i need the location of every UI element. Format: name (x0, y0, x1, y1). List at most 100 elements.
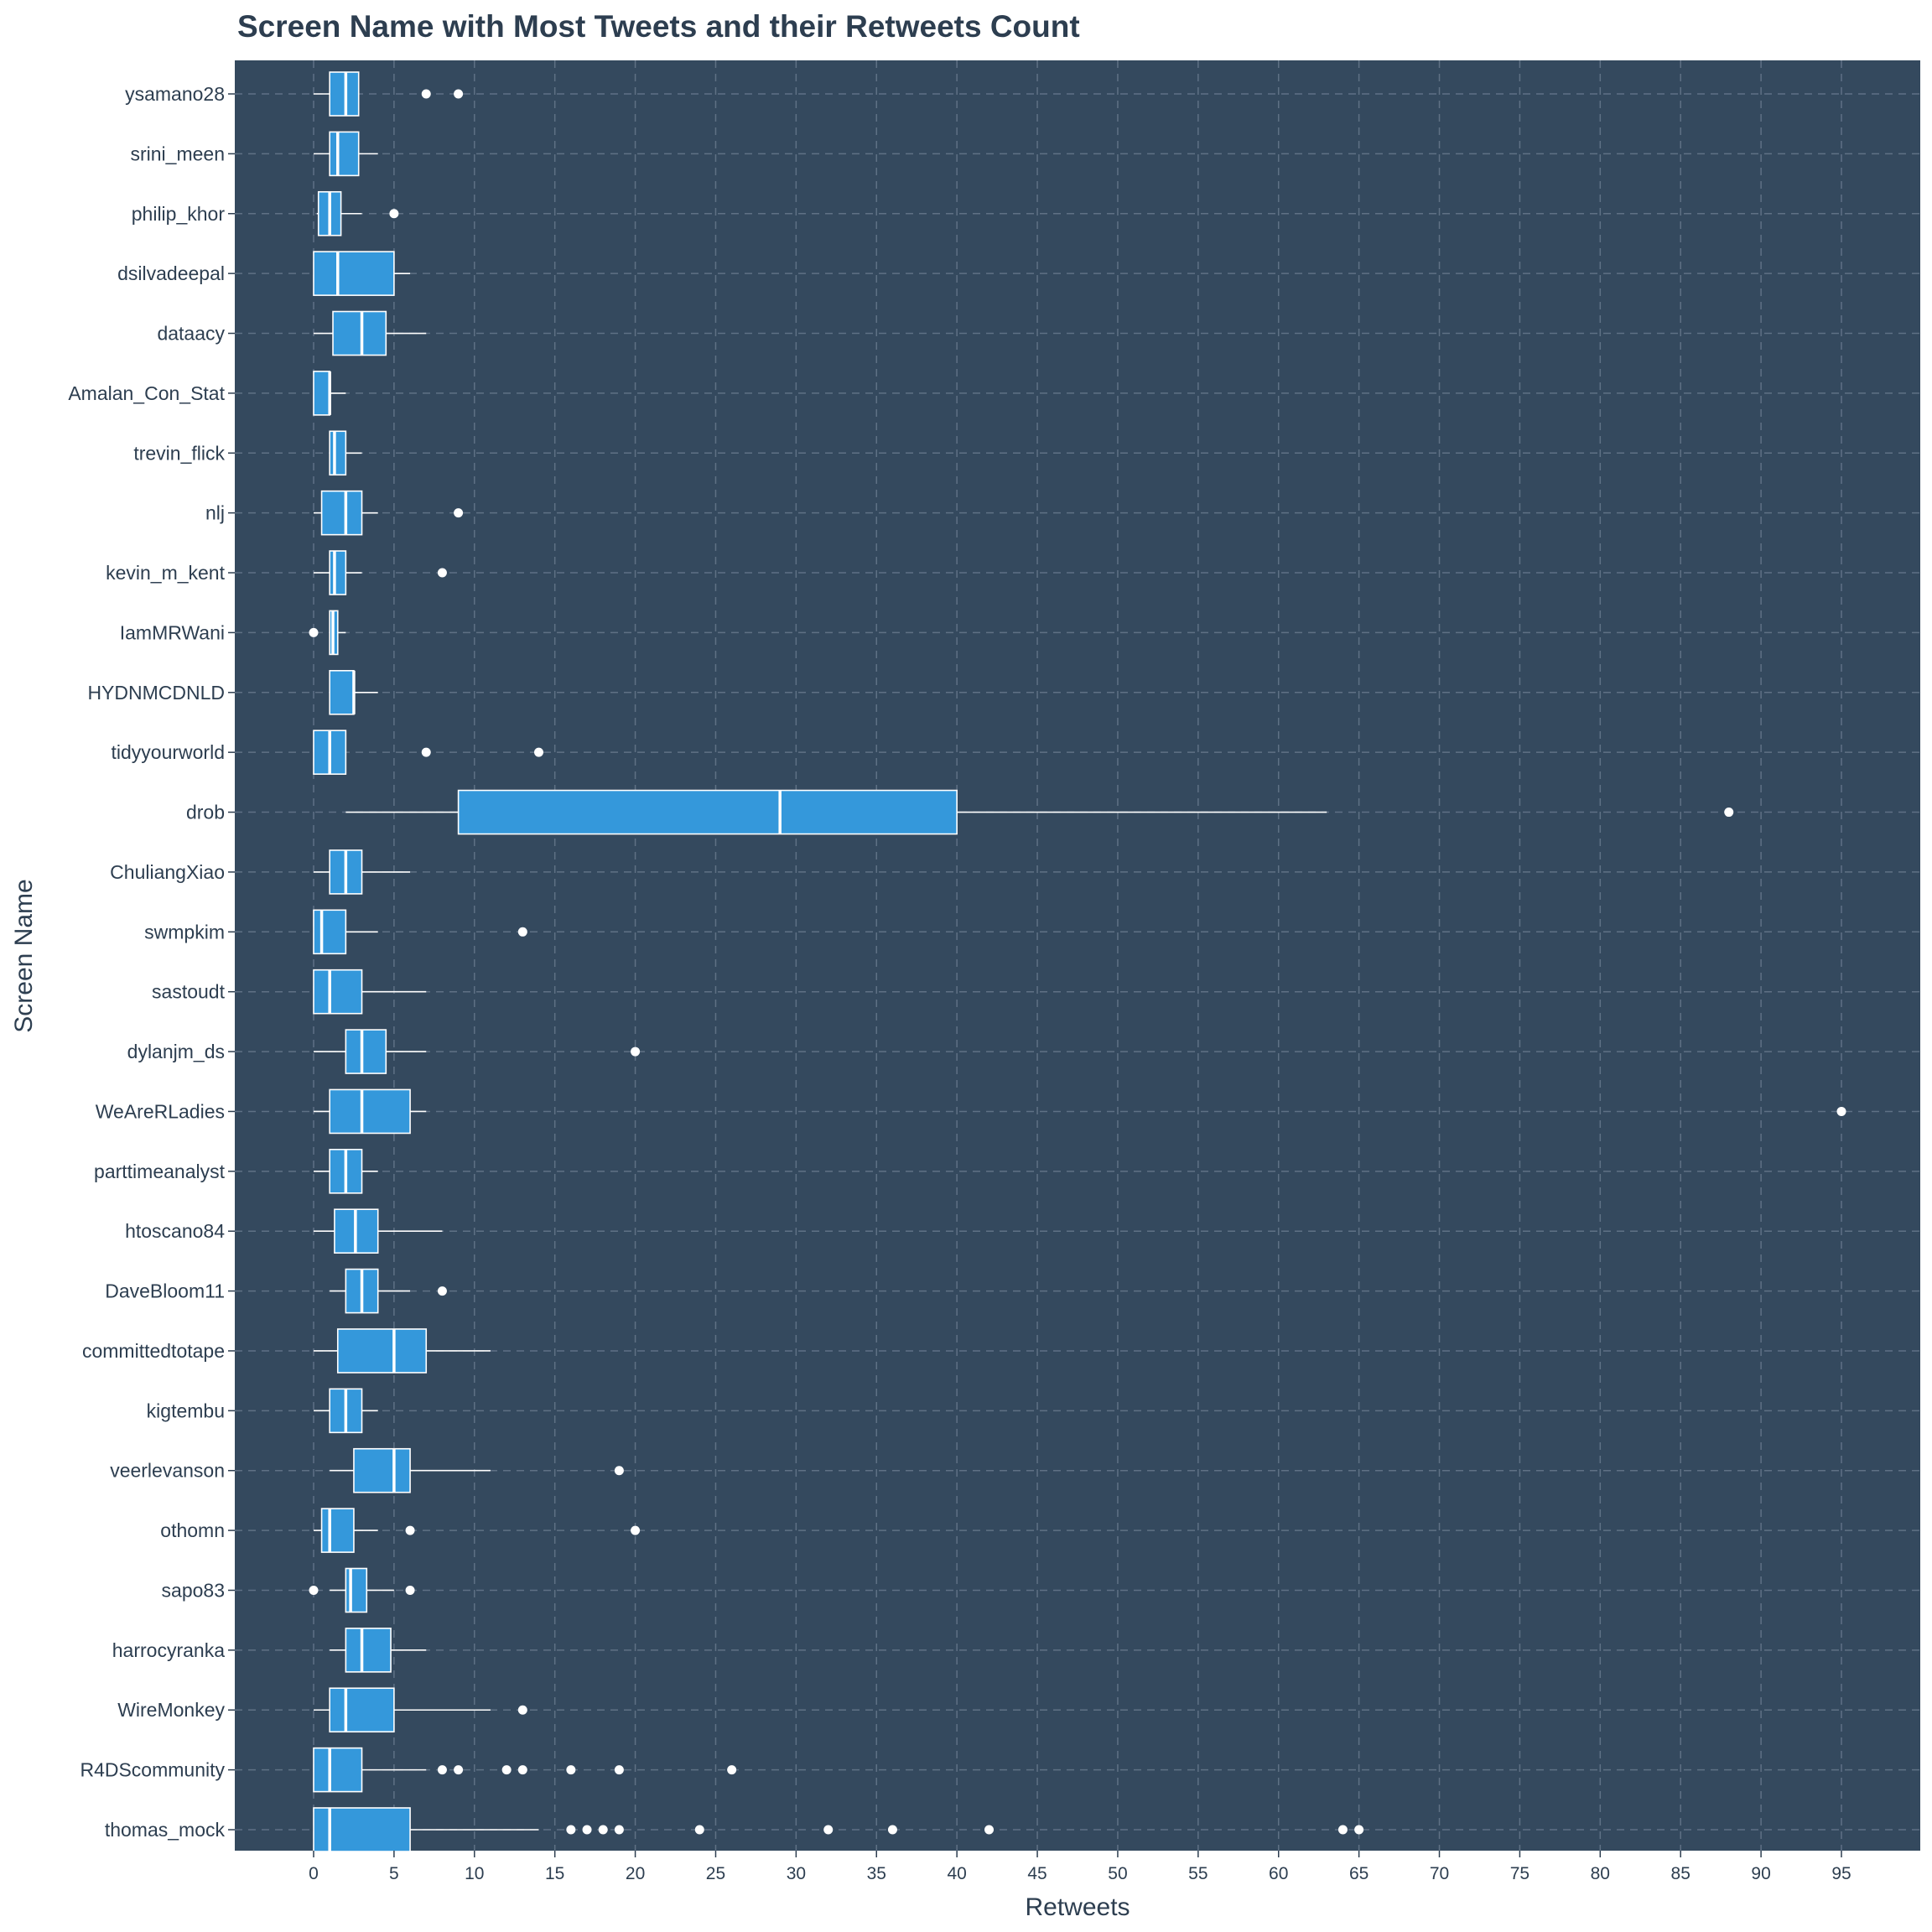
box-WireMonkey (314, 1687, 527, 1733)
box-iqr (329, 1687, 395, 1733)
outlier-point (501, 1765, 512, 1775)
box-philip_khor (316, 190, 399, 236)
y-tick-label: kevin_m_kent (106, 562, 226, 584)
y-tick-label: srini_meen (131, 143, 226, 164)
x-tick-label: 50 (1108, 1864, 1127, 1883)
y-tick-label: IamMRWani (120, 621, 225, 643)
box-iqr (320, 490, 363, 536)
box-WeAreRLadies (314, 1088, 1846, 1135)
box-nlj (314, 490, 464, 536)
box-iqr (329, 71, 360, 117)
y-tick-label: harrocyranka (112, 1639, 225, 1661)
box-tidyyourworld (313, 730, 544, 775)
x-tick-label: 65 (1349, 1864, 1368, 1883)
box-iqr (345, 1567, 368, 1613)
box-iqr (313, 1807, 411, 1852)
x-tick-label: 5 (389, 1864, 399, 1883)
outlier-point (1337, 1825, 1348, 1835)
outlier-point (984, 1825, 995, 1835)
x-tick-label: 70 (1430, 1864, 1449, 1883)
y-tick-label: ysamano28 (125, 83, 225, 105)
outlier-point (309, 627, 319, 637)
outlier-point (566, 1825, 576, 1835)
x-tick-label: 95 (1831, 1864, 1851, 1883)
outlier-point (614, 1825, 624, 1835)
y-tick-label: sastoudt (152, 981, 226, 1003)
box-iqr (329, 669, 355, 715)
box-parttimeanalyst (314, 1149, 378, 1194)
box-swmpkim (313, 909, 527, 955)
box-iqr (320, 1508, 355, 1553)
x-tick-label: 30 (787, 1864, 806, 1883)
x-tick-label: 55 (1188, 1864, 1208, 1883)
y-tick-label: htoscano84 (125, 1220, 225, 1242)
y-tick-label: DaveBloom11 (105, 1280, 225, 1302)
x-tick-label: 85 (1671, 1864, 1690, 1883)
outlier-point (454, 508, 464, 518)
box-othomn (314, 1508, 641, 1553)
outlier-point (598, 1825, 608, 1835)
outlier-point (614, 1765, 624, 1775)
box-harrocyranka (330, 1628, 427, 1673)
box-drob (345, 789, 1734, 835)
box-veerlevanson (330, 1447, 624, 1493)
outlier-point (631, 1046, 641, 1057)
y-tick-label: committedtotape (82, 1340, 225, 1362)
y-tick-label: veerlevanson (110, 1460, 225, 1482)
outlier-point (1354, 1825, 1364, 1835)
y-tick-label: tidyyourworld (112, 741, 226, 763)
box-iqr (313, 251, 395, 296)
box-HYDNMCDNLD (329, 669, 378, 715)
x-tick-label: 35 (867, 1864, 886, 1883)
y-tick-label: parttimeanalyst (94, 1161, 226, 1182)
outlier-point (405, 1585, 415, 1595)
box-trevin_flick (329, 430, 362, 476)
box-iqr (329, 1088, 411, 1135)
box-iqr (313, 371, 330, 416)
outlier-point (534, 747, 544, 757)
outlier-point (454, 1765, 464, 1775)
y-tick-label: ChuliangXiao (110, 861, 225, 883)
outlier-point (437, 1286, 447, 1296)
outlier-point (582, 1825, 592, 1835)
box-iqr (313, 969, 363, 1015)
box-iqr (457, 789, 958, 835)
box-kigtembu (314, 1388, 378, 1434)
x-tick-label: 25 (706, 1864, 725, 1883)
outlier-point (823, 1825, 834, 1835)
box-srini_meen (314, 131, 378, 177)
outlier-point (1836, 1106, 1846, 1116)
y-tick-label: kigtembu (147, 1400, 225, 1421)
outlier-point (631, 1525, 641, 1535)
chart-title: Screen Name with Most Tweets and their R… (237, 9, 1080, 44)
box-ChuliangXiao (314, 849, 411, 895)
x-tick-label: 45 (1027, 1864, 1046, 1883)
box-iqr (313, 909, 347, 955)
y-tick-label: Amalan_Con_Stat (68, 382, 225, 404)
y-tick-label: WireMonkey (117, 1699, 225, 1721)
outlier-point (405, 1525, 415, 1535)
y-tick-label: nlj (205, 502, 225, 524)
outlier-point (389, 209, 399, 219)
box-DaveBloom11 (330, 1268, 447, 1314)
box-R4DScommunity (313, 1747, 737, 1793)
y-tick-label: R4DScommunity (80, 1759, 225, 1781)
outlier-point (517, 927, 527, 937)
outlier-point (614, 1466, 624, 1476)
box-iqr (353, 1447, 411, 1493)
y-tick-label: philip_khor (132, 203, 226, 225)
outlier-point (517, 1765, 527, 1775)
y-tick-label: sapo83 (162, 1579, 225, 1601)
outlier-point (517, 1705, 527, 1715)
box-iqr (332, 310, 387, 356)
x-tick-label: 75 (1510, 1864, 1530, 1883)
box-IamMRWani (309, 610, 346, 656)
y-tick-label: dsilvadeepal (117, 262, 225, 284)
box-htoscano84 (314, 1208, 443, 1254)
outlier-point (727, 1765, 737, 1775)
outlier-point (437, 1765, 447, 1775)
outlier-point (1724, 808, 1734, 818)
box-kevin_m_kent (314, 550, 447, 595)
y-tick-label: trevin_flick (133, 442, 225, 464)
